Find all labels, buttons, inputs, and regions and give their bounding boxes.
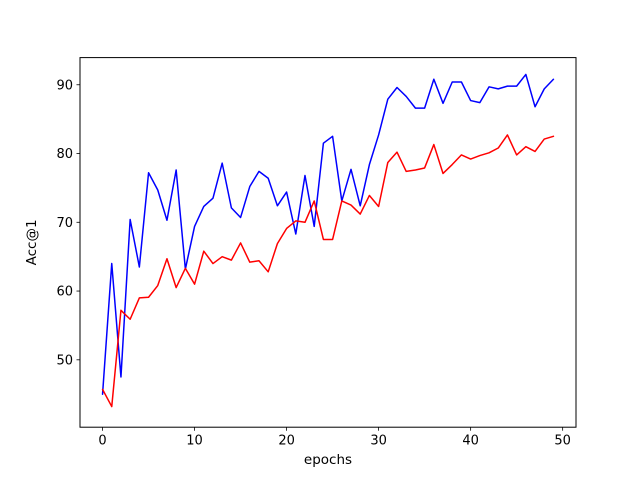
x-axis-ticks [102,427,564,431]
series-lines [101,73,555,408]
accuracy-line-red [101,134,555,408]
x-axis-label: epochs [304,452,352,468]
y-tick-label: 60 [56,285,73,300]
y-axis-label: Acc@1 [24,219,40,265]
y-tick-label: 90 [56,78,73,93]
x-axis-tick-labels: 0 10 20 30 40 50 [98,434,571,449]
x-tick-label: 10 [186,434,203,449]
x-tick-label: 0 [98,434,106,449]
plot-area [79,57,577,428]
x-tick-label: 20 [278,434,295,449]
y-tick-label: 50 [56,353,73,368]
accuracy-line-blue [101,73,555,395]
y-axis-ticks [76,84,80,361]
y-tick-label: 80 [56,147,73,162]
x-tick-label: 30 [370,434,387,449]
y-tick-label: 70 [56,216,73,231]
x-tick-label: 50 [554,434,571,449]
x-tick-label: 40 [462,434,479,449]
y-axis-tick-labels: 50 60 70 80 90 [56,78,73,368]
